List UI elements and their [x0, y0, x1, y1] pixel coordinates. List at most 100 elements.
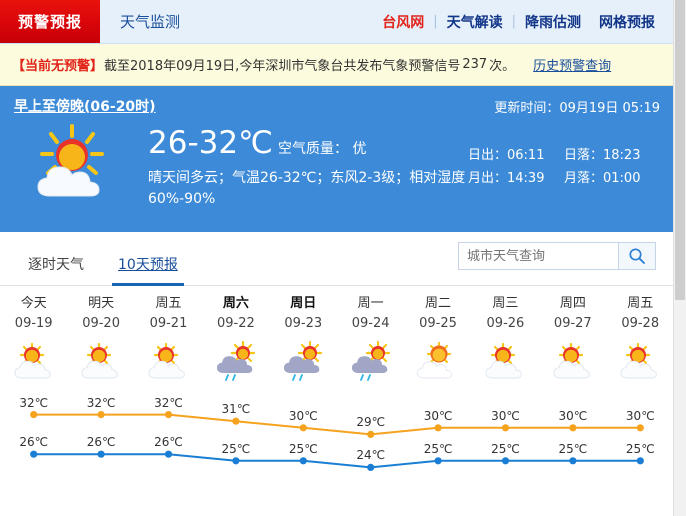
scrollbar-thumb[interactable] — [675, 0, 685, 300]
low-temp-label: 26℃ — [154, 435, 183, 450]
alert-text: 截至2018年09月19日,今年深圳市气象台共发布气象预警信号 — [104, 59, 461, 74]
search-input[interactable] — [458, 242, 618, 270]
air-quality-label: 空气质量： — [278, 141, 348, 157]
sun-behind-rain-cloud-icon — [337, 338, 404, 386]
air-quality-value: 优 — [352, 141, 367, 157]
nav-link-typhoon[interactable]: 台风网 — [382, 14, 425, 31]
low-temp-point — [97, 450, 105, 458]
current-weather-panel: 早上至傍晚(06-20时) 更新时间：09月19日 05:19 26- — [0, 86, 674, 232]
high-temp-point — [299, 424, 307, 432]
low-temp-point — [636, 457, 644, 465]
forecast-day-column[interactable]: 周二 09-25 — [404, 294, 471, 334]
high-temp-point — [569, 424, 577, 432]
high-temp-label: 30℃ — [558, 408, 588, 423]
low-temp-line — [33, 453, 641, 469]
forecast-day-column[interactable]: 周日 09-23 — [270, 294, 337, 334]
sun-behind-cloud-icon — [28, 124, 124, 204]
sunrise-label: 日出：06:11 — [468, 148, 545, 163]
forecast-day-column[interactable]: 周五 09-21 — [135, 294, 202, 334]
high-temp-point — [434, 424, 442, 432]
low-temp-label: 25℃ — [491, 441, 520, 456]
forecast-day-column[interactable]: 今天 09-19 — [0, 294, 67, 334]
low-temp-point — [232, 457, 240, 465]
update-time-label: 更新时间：09月19日 05:19 — [494, 101, 660, 116]
day-name: 今天 — [20, 296, 47, 311]
moonrise-label: 月出：14:39 — [468, 171, 545, 186]
sunset-label: 日落：18:23 — [564, 148, 641, 163]
high-temp-label: 30℃ — [625, 408, 655, 423]
forecast-day-column[interactable]: 明天 09-20 — [67, 294, 134, 334]
tab-hourly-weather[interactable]: 逐时天气 — [28, 257, 84, 273]
nav-link-grid-forecast[interactable]: 网格预报 — [599, 14, 655, 31]
sun-behind-rain-cloud-icon — [270, 338, 337, 386]
alert-banner: 【当前无预警】 截至2018年09月19日,今年深圳市气象台共发布气象预警信号 … — [0, 44, 674, 86]
temperature-chart: 32℃ 32℃ 32℃ 31℃ 30℃ 29℃ 30℃ 30℃ 30℃ 30℃ 26℃ 26℃ 26℃ 2… — [0, 386, 674, 498]
nav-tab-warning-forecast[interactable]: 预警预报 — [0, 0, 100, 43]
search-button[interactable] — [618, 242, 656, 270]
forecast-day-column[interactable]: 周三 09-26 — [472, 294, 539, 334]
high-temp-point — [164, 411, 173, 419]
vertical-scrollbar[interactable] — [673, 0, 686, 516]
high-temp-line — [33, 413, 641, 436]
high-temp-label: 32℃ — [19, 395, 49, 410]
low-temp-label: 25℃ — [288, 441, 318, 456]
day-date: 09-27 — [553, 316, 592, 331]
forecast-day-column[interactable]: 周五 09-28 — [607, 294, 674, 334]
low-temp-label: 25℃ — [625, 441, 655, 456]
sun-behind-cloud-icon — [0, 338, 67, 386]
forecast-day-column[interactable]: 周一 09-24 — [337, 294, 404, 334]
high-temp-label: 32℃ — [86, 395, 116, 410]
day-name: 周日 — [290, 296, 317, 311]
low-temp-label: 24℃ — [356, 448, 386, 463]
forecast-icon-row — [0, 334, 674, 386]
day-name: 周五 — [155, 296, 182, 311]
nav-tab-weather-monitor[interactable]: 天气监测 — [120, 13, 181, 31]
sun-behind-rain-cloud-icon — [202, 338, 269, 386]
weather-description: 晴天间多云；气温26-32℃；东风2-3级；相对湿度60%-90% — [148, 170, 466, 207]
low-temp-label: 26℃ — [19, 435, 49, 450]
low-temp-point — [569, 457, 577, 465]
day-date: 09-22 — [216, 316, 255, 331]
alert-text-suffix: 次。 — [489, 59, 516, 74]
alert-count: 237 — [462, 57, 488, 72]
day-date: 09-24 — [351, 316, 390, 331]
day-name: 周二 — [425, 296, 452, 311]
sun-behind-cloud-icon — [472, 338, 539, 386]
high-temp-label: 31℃ — [221, 402, 251, 417]
low-temp-label: 26℃ — [86, 435, 116, 450]
sun-moon-times: 日出：06:11 日落：18:23 月出：14:39 月落：01:00 — [468, 144, 660, 190]
low-temp-point — [501, 457, 510, 465]
high-temp-label: 29℃ — [356, 415, 386, 430]
sun-behind-cloud-icon — [607, 338, 674, 386]
day-name: 周一 — [357, 296, 384, 311]
forecast-tab-bar: 逐时天气 10天预报 — [0, 232, 674, 286]
high-temp-point — [501, 424, 510, 432]
high-temp-label: 30℃ — [288, 408, 318, 423]
high-temp-point — [97, 411, 105, 419]
day-date: 09-19 — [14, 316, 53, 331]
nav-link-rainfall-estimation[interactable]: 降雨估测 — [525, 14, 581, 31]
low-temp-point — [367, 463, 375, 471]
alert-history-link[interactable]: 历史预警查询 — [533, 59, 612, 74]
tab-ten-day-forecast[interactable]: 10天预报 — [112, 254, 184, 286]
top-navigation-bar: 预警预报 天气监测 台风网 | 天气解读 | 降雨估测 网格预报 — [0, 0, 674, 44]
day-date: 09-26 — [486, 316, 525, 331]
forecast-day-column[interactable]: 周四 09-27 — [539, 294, 606, 334]
sun-behind-cloud-icon — [539, 338, 606, 386]
day-name: 周六 — [222, 296, 249, 311]
alert-status-badge: 【当前无预警】 — [12, 59, 104, 74]
nav-link-weather-interpretation[interactable]: 天气解读 — [446, 14, 503, 31]
day-name: 周五 — [627, 296, 654, 311]
forecast-day-column[interactable]: 周六 09-22 — [202, 294, 269, 334]
day-name: 周三 — [492, 296, 519, 311]
low-temp-label: 25℃ — [558, 441, 588, 456]
day-date: 09-28 — [621, 316, 660, 331]
high-temp-label: 30℃ — [491, 408, 520, 423]
high-temp-point — [636, 424, 644, 432]
low-temp-point — [434, 457, 442, 465]
air-quality-info: 空气质量： 优 — [278, 138, 366, 158]
day-date: 09-20 — [82, 316, 120, 331]
day-name: 周四 — [559, 296, 586, 311]
moonset-label: 月落：01:00 — [564, 171, 641, 186]
